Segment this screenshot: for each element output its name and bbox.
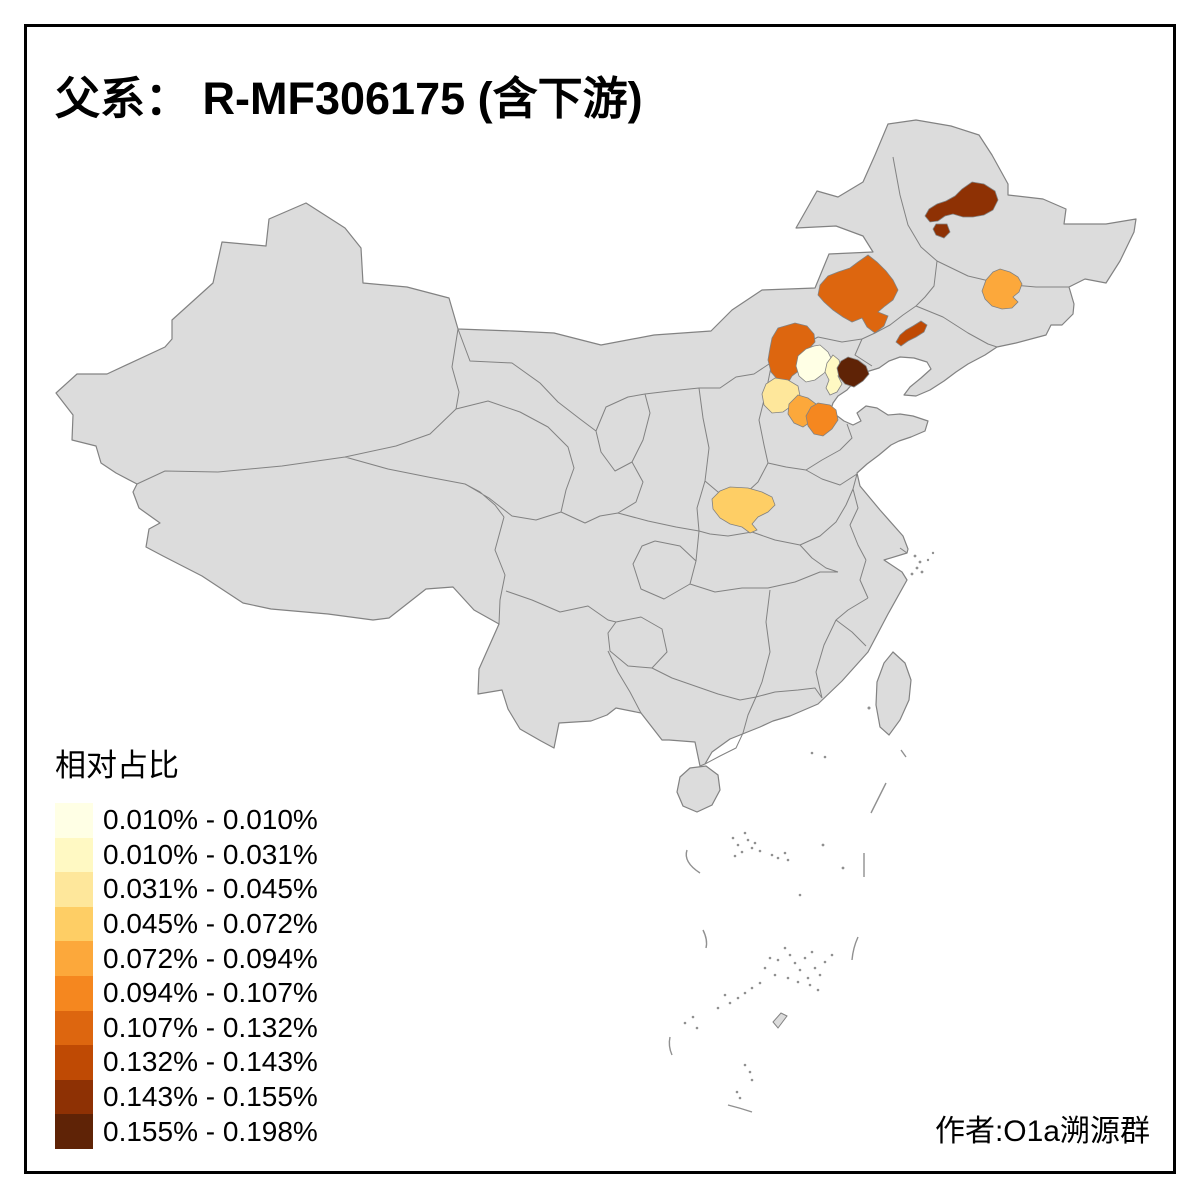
legend-rows: 0.010% - 0.010% 0.010% - 0.031% 0.031% - 0… bbox=[55, 803, 318, 1149]
legend-swatch-4 bbox=[55, 906, 93, 942]
legend-item-2: 0.010% - 0.031% bbox=[55, 837, 318, 873]
legend-item-5: 0.072% - 0.094% bbox=[55, 941, 318, 976]
legend-item-7: 0.107% - 0.132% bbox=[55, 1010, 318, 1046]
region-henan-southwest bbox=[711, 486, 776, 534]
legend-title: 相对占比 bbox=[55, 748, 179, 783]
colored-regions bbox=[711, 181, 1023, 534]
region-hebei-northeast bbox=[836, 356, 870, 388]
hainan-island-shape bbox=[676, 765, 721, 813]
legend-item-3: 0.031% - 0.045% bbox=[55, 872, 318, 907]
page-title: 父系： R-MF306175 (含下游) bbox=[55, 73, 643, 124]
region-hebei-southeast-coastal bbox=[805, 402, 839, 437]
legend-swatch-10 bbox=[55, 1114, 93, 1149]
legend-label-2: 0.010% - 0.031% bbox=[103, 838, 318, 870]
legend-swatch-8 bbox=[55, 1045, 93, 1080]
legend-label-3: 0.031% - 0.045% bbox=[103, 873, 318, 905]
region-heilongjiang-central bbox=[924, 181, 999, 223]
legend-label-9: 0.143% - 0.155% bbox=[103, 1081, 318, 1113]
legend-item-4: 0.045% - 0.072% bbox=[55, 906, 318, 942]
legend-swatch-1 bbox=[55, 803, 93, 838]
legend-label-7: 0.107% - 0.132% bbox=[103, 1011, 318, 1043]
taiwan-island-shape bbox=[875, 651, 912, 736]
legend-item-9: 0.143% - 0.155% bbox=[55, 1079, 318, 1115]
attribution-text: 作者:O1a溯源群 bbox=[934, 1115, 1150, 1148]
sea-islands bbox=[683, 551, 935, 1100]
legend-label-8: 0.132% - 0.143% bbox=[103, 1046, 318, 1078]
legend-label-10: 0.155% - 0.198% bbox=[103, 1115, 318, 1147]
legend-swatch-3 bbox=[55, 872, 93, 907]
legend-item-8: 0.132% - 0.143% bbox=[55, 1045, 318, 1080]
legend-swatch-2 bbox=[55, 837, 93, 873]
legend-label-6: 0.094% - 0.107% bbox=[103, 977, 318, 1009]
legend-label-5: 0.072% - 0.094% bbox=[103, 942, 318, 974]
legend-label-1: 0.010% - 0.010% bbox=[103, 804, 318, 836]
region-jilin-central bbox=[981, 268, 1023, 310]
region-heilongjiang-central-south bbox=[932, 223, 951, 239]
legend-swatch-7 bbox=[55, 1010, 93, 1046]
legend: 相对占比 0.010% - 0.010% 0.010% - 0.031% 0.031… bbox=[55, 740, 318, 1149]
legend-item-10: 0.155% - 0.198% bbox=[55, 1114, 318, 1149]
region-inner-mongolia-southeast bbox=[817, 254, 899, 334]
legend-item-6: 0.094% - 0.107% bbox=[55, 975, 318, 1011]
legend-swatch-9 bbox=[55, 1079, 93, 1115]
legend-swatch-6 bbox=[55, 975, 93, 1011]
legend-label-4: 0.045% - 0.072% bbox=[103, 908, 318, 940]
region-liaoning-west bbox=[895, 320, 928, 347]
china-map bbox=[55, 119, 1137, 1113]
legend-swatch-5 bbox=[55, 941, 93, 976]
sea-boundary-marks bbox=[668, 749, 907, 1113]
legend-item-1: 0.010% - 0.010% bbox=[55, 803, 318, 838]
